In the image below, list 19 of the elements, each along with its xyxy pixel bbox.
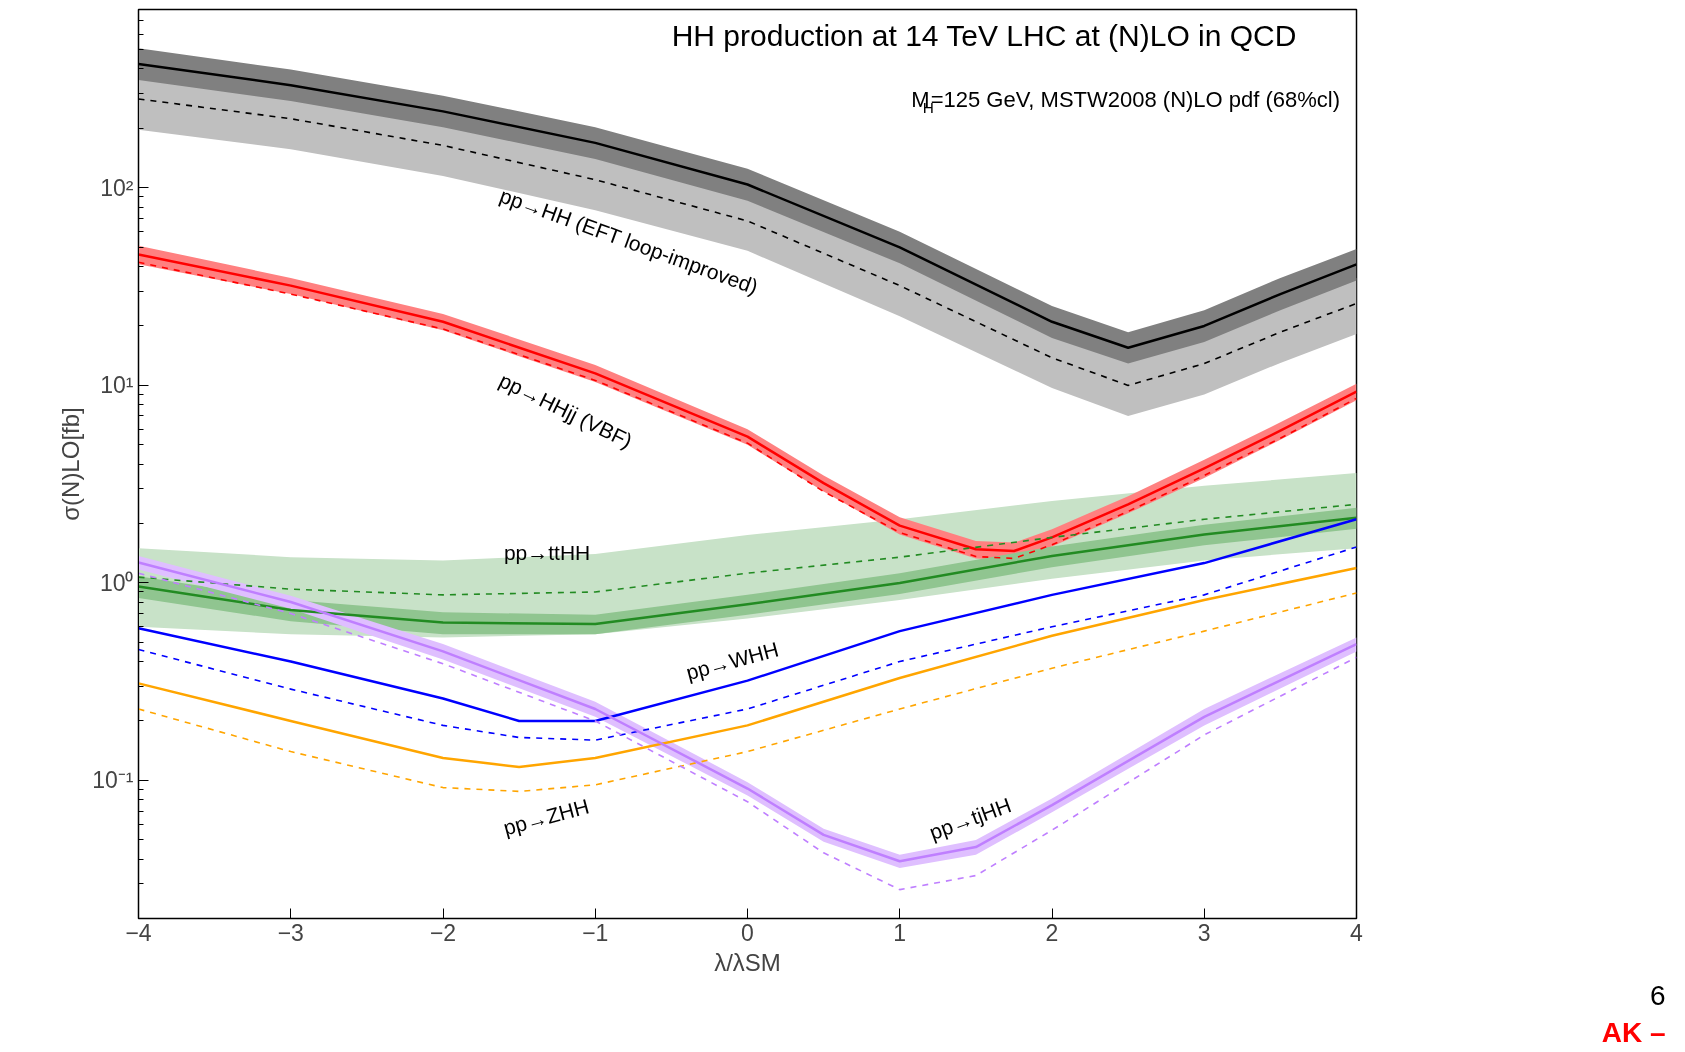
x-tick-label: −1 xyxy=(582,919,609,946)
text: pp→ttHH xyxy=(503,541,591,565)
y-axis-title: σ(N)LO[fb] xyxy=(57,407,85,521)
y-tick-label: 10⁻¹ xyxy=(92,767,134,794)
y-tick-label: 10² xyxy=(100,174,134,201)
chart-title: HH production at 14 TeV LHC at (N)LO in QCD xyxy=(671,19,1297,52)
x-tick-label: 2 xyxy=(1045,919,1059,946)
x-tick-label: 3 xyxy=(1197,919,1211,946)
x-tick-label: −2 xyxy=(429,919,457,946)
text: AK – xyxy=(1601,1016,1666,1048)
x-tick-label: −3 xyxy=(277,919,304,946)
x-tick-label: 1 xyxy=(893,919,907,946)
x-tick-label: −4 xyxy=(125,919,152,946)
text: 6 xyxy=(1649,979,1666,1011)
x-axis-title: λ/λSM xyxy=(714,948,781,976)
y-tick-label: 10¹ xyxy=(100,372,134,399)
x-tick-label: 0 xyxy=(741,919,754,946)
y-tick-label: 10⁰ xyxy=(99,569,134,596)
x-tick-label: 4 xyxy=(1350,919,1364,946)
